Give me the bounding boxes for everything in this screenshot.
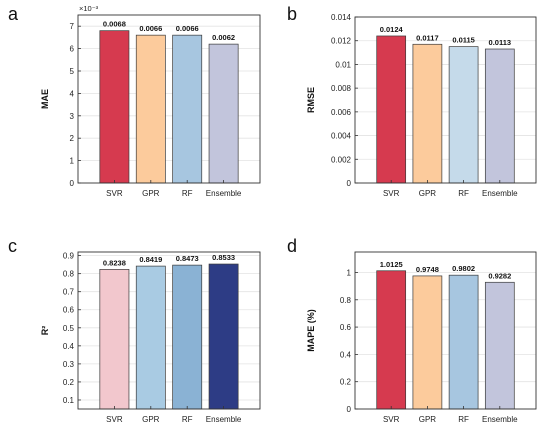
data-label: 0.8473 bbox=[176, 254, 199, 263]
data-label: 0.9282 bbox=[488, 271, 511, 280]
y-tick-label: 0.004 bbox=[331, 132, 352, 141]
x-tick-label: Ensemble bbox=[206, 189, 242, 198]
data-label: 0.9748 bbox=[416, 265, 439, 274]
y-tick-label: 0.006 bbox=[331, 108, 352, 117]
chart-panel-b: 0 0.002 0.004 0.006 0.008 0.01 0.012 0.014 0.012… bbox=[287, 4, 537, 198]
bar-rf bbox=[172, 264, 203, 410]
y-tick-label: 0.012 bbox=[331, 37, 352, 46]
bar-ensemble bbox=[484, 281, 515, 410]
y-tick-label: 0.6 bbox=[63, 306, 75, 315]
data-label: 0.0068 bbox=[103, 20, 126, 29]
y-tick-label: 0.9 bbox=[63, 252, 75, 261]
y-tick-label: 0 bbox=[347, 405, 352, 414]
axes-frame bbox=[77, 251, 261, 410]
bar-svr bbox=[376, 270, 407, 410]
x-tick-label: GPR bbox=[142, 189, 160, 198]
bar-ensemble bbox=[208, 43, 239, 184]
data-label: 0.0066 bbox=[176, 24, 199, 33]
y-tick-label: 0.5 bbox=[63, 324, 75, 333]
data-label: 0.0066 bbox=[139, 24, 162, 33]
bar-svr bbox=[99, 269, 130, 410]
x-tick-label: Ensemble bbox=[206, 415, 242, 424]
bar-ensemble bbox=[208, 263, 239, 410]
y-tick-label: 1 bbox=[70, 157, 75, 166]
y-tick-label: 7 bbox=[70, 22, 75, 31]
y-tick-label: 0.002 bbox=[331, 155, 352, 164]
data-label: 0.8533 bbox=[212, 253, 235, 262]
bar-gpr bbox=[135, 265, 166, 410]
y-tick-label: 0.4 bbox=[340, 350, 352, 359]
x-tick-label: RF bbox=[458, 415, 469, 424]
x-tick-label: SVR bbox=[383, 415, 400, 424]
y-tick-label: 0.01 bbox=[335, 60, 351, 69]
x-tick-label: SVR bbox=[106, 189, 123, 198]
data-label: 1.0125 bbox=[380, 260, 403, 269]
y-axis-exponent: ×10⁻³ bbox=[79, 4, 99, 13]
axes-frame bbox=[354, 16, 537, 184]
panel-label: a bbox=[8, 4, 19, 24]
y-tick-label: 0.2 bbox=[63, 378, 75, 387]
x-tick-label: GPR bbox=[419, 189, 437, 198]
bar-ensemble bbox=[484, 48, 515, 184]
axes-frame bbox=[354, 251, 537, 410]
chart-panel-a: 0 1 2 3 4 5 6 7 0.0068 SVR 0.0066 GPR 0.0066 RF 0.0062… bbox=[8, 4, 261, 198]
x-tick-label: SVR bbox=[383, 189, 400, 198]
y-axis-label: MAE bbox=[40, 89, 50, 109]
y-tick-label: 2 bbox=[70, 134, 75, 143]
y-axis-label: R² bbox=[40, 326, 50, 336]
data-label: 0.0113 bbox=[489, 38, 512, 47]
y-tick-label: 0.014 bbox=[331, 13, 352, 22]
y-tick-label: 0.4 bbox=[63, 342, 75, 351]
bar-gpr bbox=[412, 275, 443, 410]
axes-frame bbox=[77, 14, 261, 184]
y-tick-label: 0.6 bbox=[340, 323, 352, 332]
data-label: 0.0124 bbox=[380, 25, 404, 34]
data-label: 0.0115 bbox=[452, 36, 475, 45]
y-axis-label: RMSE bbox=[306, 87, 316, 113]
y-tick-label: 0.008 bbox=[331, 84, 352, 93]
bar-svr bbox=[99, 30, 130, 184]
y-tick-label: 0.1 bbox=[63, 396, 75, 405]
panel-label: d bbox=[287, 236, 297, 256]
x-tick-label: GPR bbox=[419, 415, 437, 424]
bar-gpr bbox=[135, 34, 166, 184]
panel-label: b bbox=[287, 4, 297, 24]
bar-rf bbox=[448, 274, 479, 410]
data-label: 0.8238 bbox=[103, 258, 126, 267]
x-tick-label: RF bbox=[458, 189, 469, 198]
y-tick-label: 3 bbox=[70, 112, 75, 121]
y-tick-label: 0.3 bbox=[63, 360, 75, 369]
y-tick-label: 0.7 bbox=[63, 288, 75, 297]
chart-panel-c: 0.1 0.2 0.3 0.4 0.5 0.6 0.7 0.8 0.9 0.8238 SVR 0.84… bbox=[8, 236, 261, 424]
y-tick-label: 6 bbox=[70, 45, 75, 54]
y-tick-label: 1 bbox=[347, 268, 352, 277]
data-label: 0.9802 bbox=[452, 264, 475, 273]
y-tick-label: 0.8 bbox=[63, 270, 75, 279]
y-tick-label: 0 bbox=[70, 179, 75, 188]
data-label: 0.0062 bbox=[212, 33, 235, 42]
bar-gpr bbox=[412, 43, 443, 184]
bar-rf bbox=[448, 46, 479, 184]
chart-panel-d: 0 0.2 0.4 0.6 0.8 1 1.0125 SVR 0.9748 GPR 0.9802 RF… bbox=[287, 236, 537, 424]
x-tick-label: RF bbox=[182, 189, 193, 198]
x-tick-label: Ensemble bbox=[482, 189, 518, 198]
x-tick-label: RF bbox=[182, 415, 193, 424]
y-tick-label: 0 bbox=[347, 179, 352, 188]
y-axis-label: MAPE (%) bbox=[306, 309, 316, 352]
data-label: 0.8419 bbox=[139, 255, 162, 264]
y-tick-label: 4 bbox=[70, 89, 75, 98]
x-tick-label: SVR bbox=[106, 415, 123, 424]
x-tick-label: GPR bbox=[142, 415, 160, 424]
bar-svr bbox=[376, 35, 407, 184]
bar-rf bbox=[172, 34, 203, 184]
panel-label: c bbox=[8, 236, 17, 256]
data-label: 0.0117 bbox=[416, 33, 439, 42]
y-tick-label: 0.2 bbox=[340, 378, 352, 387]
x-tick-label: Ensemble bbox=[482, 415, 518, 424]
y-tick-label: 5 bbox=[70, 67, 75, 76]
y-tick-label: 0.8 bbox=[340, 296, 352, 305]
